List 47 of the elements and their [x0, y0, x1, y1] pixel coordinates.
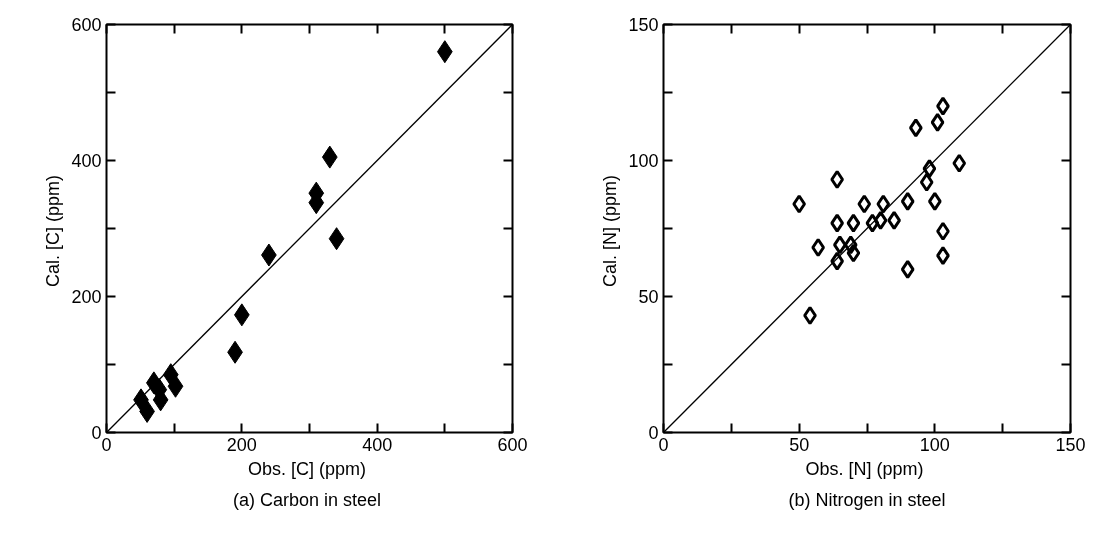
point — [830, 170, 844, 190]
x-tick-label: 150 — [1055, 434, 1086, 455]
point — [811, 238, 825, 258]
text: (a) Carbon in steel — [232, 489, 382, 510]
x-tick-label: 400 — [362, 434, 393, 455]
point — [803, 306, 817, 326]
point — [922, 159, 937, 179]
point — [792, 194, 806, 214]
point — [830, 251, 844, 271]
point — [936, 246, 950, 266]
y-axis-title: Cal. [C] (ppm) — [43, 174, 64, 288]
point — [900, 259, 915, 279]
x-axis-title: Obs. [N] (ppm) — [805, 458, 924, 479]
point — [846, 243, 861, 263]
point — [328, 227, 345, 251]
point — [952, 153, 967, 173]
y-tick-label: 200 — [71, 287, 102, 307]
point — [865, 213, 880, 233]
point — [846, 213, 861, 233]
x-tick-label: 50 — [789, 434, 810, 455]
point — [936, 96, 950, 116]
y-axis-title: Cal. [N] (ppm) — [600, 174, 621, 288]
point — [167, 374, 184, 398]
y-tick-label: 100 — [628, 151, 659, 171]
y-tick-label: 400 — [71, 151, 102, 171]
point — [830, 213, 844, 233]
point — [873, 210, 888, 230]
point — [936, 221, 950, 241]
y-tick-label: 150 — [628, 15, 659, 35]
point — [857, 194, 872, 214]
text: (b) Nitrogen in steel — [788, 489, 946, 510]
x-tick-label: 100 — [919, 434, 950, 455]
x-tick-label: 600 — [497, 434, 528, 455]
x-axis-title: Obs. [C] (ppm) — [247, 458, 367, 479]
y-tick-label: 600 — [71, 15, 102, 35]
point — [930, 112, 945, 132]
x-tick-label: 200 — [226, 434, 257, 455]
y-tick-label: 50 — [638, 287, 659, 307]
point — [843, 235, 858, 255]
point — [321, 145, 338, 169]
point — [919, 172, 934, 192]
point — [876, 194, 891, 214]
point — [928, 191, 942, 211]
point — [833, 235, 847, 255]
point — [900, 191, 915, 211]
point — [887, 210, 901, 230]
point — [909, 118, 923, 138]
